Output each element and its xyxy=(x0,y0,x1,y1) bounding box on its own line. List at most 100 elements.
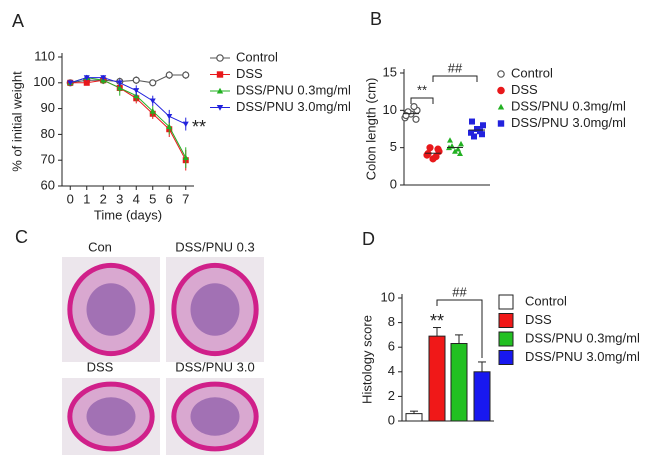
marker xyxy=(166,113,173,120)
y-tick-label: 0 xyxy=(390,176,397,191)
marker xyxy=(497,120,505,127)
annotation: ## xyxy=(448,60,463,75)
tissue-inner xyxy=(190,283,240,336)
marker xyxy=(149,79,157,87)
bar xyxy=(473,371,491,422)
y-tick-label: 70 xyxy=(41,152,55,167)
marker xyxy=(67,80,74,86)
legend-label: DSS/PNU 3.0mg/ml xyxy=(511,115,626,130)
x-tick-label: 3 xyxy=(116,191,123,206)
y-tick-label: 10 xyxy=(381,289,395,304)
legend-label: Control xyxy=(236,49,278,64)
marker xyxy=(132,76,140,84)
marker xyxy=(100,75,107,81)
x-tick-label: 5 xyxy=(149,191,156,206)
x-tick-label: 6 xyxy=(166,191,173,206)
marker xyxy=(469,118,475,125)
bar xyxy=(405,413,423,422)
legend-label: DSS/PNU 3.0mg/ml xyxy=(236,99,351,114)
marker xyxy=(216,104,224,111)
marker xyxy=(149,98,156,104)
image-label: DSS/PNU 3.0 xyxy=(175,359,254,374)
annotation: ** xyxy=(417,82,427,97)
legend-label: Control xyxy=(525,293,567,308)
marker xyxy=(166,123,173,130)
marker xyxy=(434,145,442,153)
marker xyxy=(426,144,434,152)
marker xyxy=(216,54,224,62)
x-tick-label: 4 xyxy=(133,191,140,206)
marker xyxy=(432,153,440,161)
image-label: DSS/PNU 0.3 xyxy=(175,239,254,254)
bracket xyxy=(436,299,483,358)
tissue-inner xyxy=(86,397,136,436)
x-axis-label: Time (days) xyxy=(94,207,162,222)
y-tick-label: 4 xyxy=(388,363,395,378)
tissue-inner xyxy=(190,397,240,436)
y-tick-label: 10 xyxy=(383,102,397,117)
bracket xyxy=(432,75,478,82)
legend-swatch xyxy=(498,331,514,347)
y-tick-label: 100 xyxy=(33,74,55,89)
panel-letter: B xyxy=(370,9,382,29)
marker xyxy=(182,121,189,128)
marker xyxy=(471,133,477,140)
legend-label: Control xyxy=(511,65,553,80)
y-tick-label: 2 xyxy=(388,388,395,403)
panel-letter: A xyxy=(12,11,24,31)
marker xyxy=(412,115,420,123)
annotation: ** xyxy=(192,117,206,137)
marker xyxy=(452,148,458,154)
bracket xyxy=(410,97,434,104)
x-tick-label: 0 xyxy=(67,191,74,206)
marker xyxy=(83,79,90,86)
marker xyxy=(165,71,173,79)
legend-swatch xyxy=(498,350,514,365)
bar xyxy=(428,335,446,422)
marker xyxy=(83,75,90,81)
y-tick-label: 80 xyxy=(41,126,55,141)
marker xyxy=(182,154,189,161)
marker xyxy=(216,87,224,94)
marker xyxy=(497,103,505,110)
marker xyxy=(480,122,486,129)
marker xyxy=(182,71,190,79)
marker xyxy=(468,129,474,136)
x-tick-label: 2 xyxy=(100,191,107,206)
y-tick-label: 60 xyxy=(41,177,55,192)
y-tick-label: 5 xyxy=(390,139,397,154)
tissue-inner xyxy=(86,283,136,336)
panel-letter: D xyxy=(362,229,375,249)
y-tick-label: 90 xyxy=(41,100,55,115)
marker xyxy=(447,137,453,143)
marker xyxy=(149,108,156,114)
marker xyxy=(458,140,464,147)
y-tick-label: 15 xyxy=(383,64,397,79)
x-tick-label: 7 xyxy=(182,191,189,206)
marker xyxy=(133,88,140,94)
legend-label: DSS/PNU 0.3mg/ml xyxy=(236,82,351,97)
marker xyxy=(497,86,505,95)
y-axis-label: Colon length (cm) xyxy=(363,78,378,181)
legend-label: DSS/PNU 3.0mg/ml xyxy=(525,349,640,364)
marker xyxy=(455,146,461,152)
marker xyxy=(497,70,505,78)
y-tick-label: 0 xyxy=(388,412,395,427)
annotation: ** xyxy=(430,311,444,331)
marker xyxy=(216,71,224,78)
image-label: Con xyxy=(88,239,112,254)
marker xyxy=(116,80,123,86)
legend-label: DSS/PNU 0.3mg/ml xyxy=(511,98,626,113)
legend-label: DSS xyxy=(511,82,538,97)
marker xyxy=(116,84,123,91)
y-tick-label: 8 xyxy=(388,314,395,329)
marker xyxy=(410,102,418,111)
y-tick-label: 110 xyxy=(34,48,55,63)
y-tick-label: 6 xyxy=(388,339,395,354)
legend-label: DSS xyxy=(525,312,552,327)
marker xyxy=(457,150,463,157)
y-axis-label: Histology score xyxy=(359,315,374,404)
legend-swatch xyxy=(498,294,514,310)
series-line xyxy=(70,77,186,125)
